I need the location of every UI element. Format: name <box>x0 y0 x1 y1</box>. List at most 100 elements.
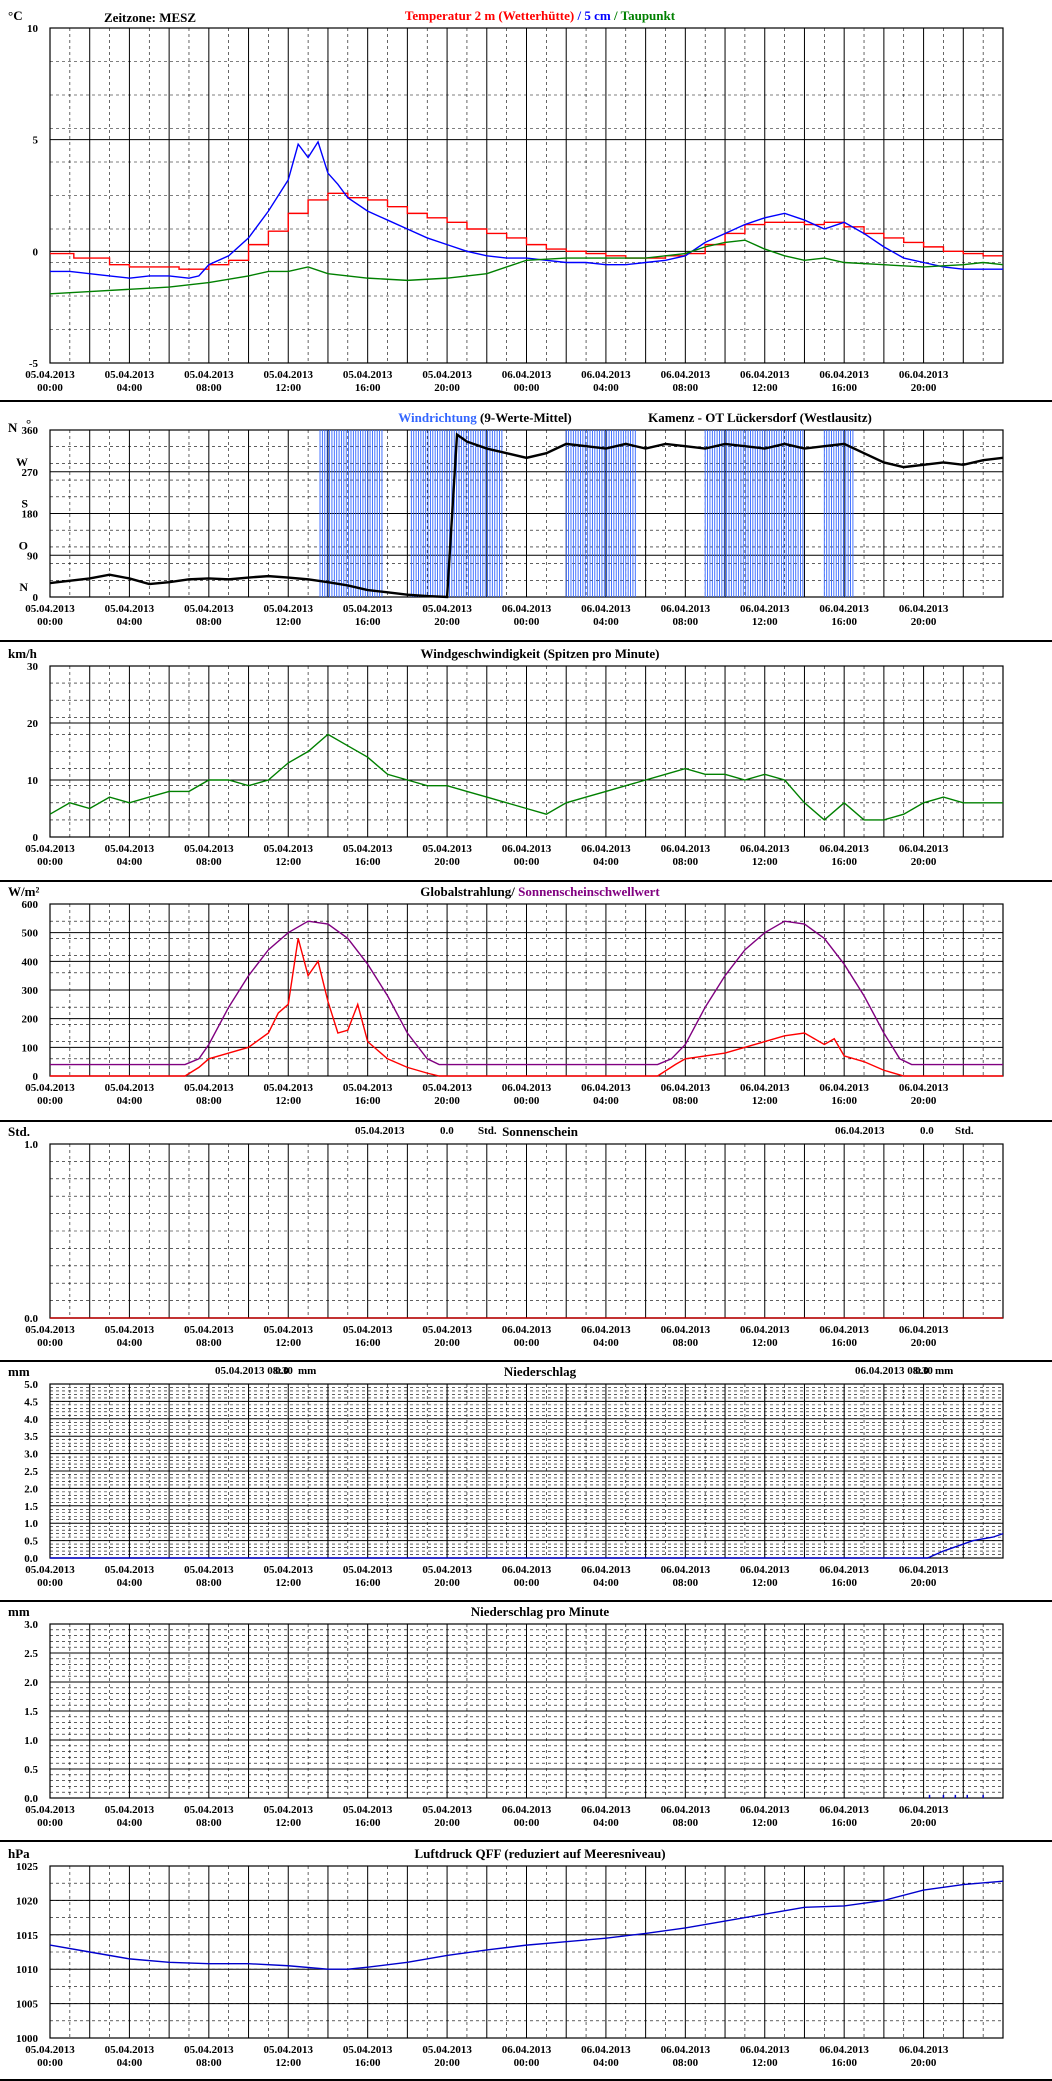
x-tick-date: 05.04.2013 <box>184 2044 234 2056</box>
x-tick-date: 05.04.2013 <box>105 1082 155 1094</box>
y-tick-label: 0.0 <box>24 1553 38 1565</box>
x-tick-date: 05.04.2013 <box>105 603 155 615</box>
x-tick-time: 00:00 <box>514 1095 540 1107</box>
x-tick-date: 06.04.2013 <box>502 603 552 615</box>
x-tick-date: 05.04.2013 <box>105 2044 155 2056</box>
summary-date: 05.04.2013 08:30 <box>215 1365 293 1377</box>
x-tick-date: 06.04.2013 <box>502 2044 552 2056</box>
x-tick-time: 04:00 <box>593 856 619 868</box>
x-tick-time: 00:00 <box>37 856 63 868</box>
x-tick-date: 05.04.2013 <box>25 603 75 615</box>
chart-temperature: 1050-505.04.201300:0005.04.201304:0005.0… <box>0 8 1052 402</box>
x-tick-time: 08:00 <box>196 1337 222 1349</box>
unit-label: °C <box>8 8 23 23</box>
x-tick-date: 06.04.2013 <box>502 369 552 381</box>
x-tick-date: 05.04.2013 <box>343 1804 393 1816</box>
x-tick-time: 08:00 <box>672 1577 698 1589</box>
plot-frame <box>49 1623 1004 1799</box>
x-tick-time: 00:00 <box>514 1577 540 1589</box>
x-tick-date: 06.04.2013 <box>819 369 869 381</box>
x-tick-date: 06.04.2013 <box>581 603 631 615</box>
unit-label: km/h <box>8 646 38 661</box>
x-tick-date: 06.04.2013 <box>581 369 631 381</box>
x-tick-time: 20:00 <box>911 382 937 394</box>
y-tick-label: 1.5 <box>24 1501 38 1513</box>
title-part: (9-Werte-Mittel) <box>477 410 572 425</box>
x-tick-time: 00:00 <box>514 1337 540 1349</box>
x-tick-time: 16:00 <box>831 1095 857 1107</box>
x-tick-date: 05.04.2013 <box>25 1082 75 1094</box>
y-tick-label: 360 <box>22 425 39 437</box>
x-tick-time: 00:00 <box>37 382 63 394</box>
unit-label: W/m² <box>8 884 39 899</box>
x-tick-time: 08:00 <box>672 1817 698 1829</box>
y-tick-label: 0.0 <box>24 1313 38 1325</box>
x-tick-date: 05.04.2013 <box>264 603 314 615</box>
x-tick-date: 05.04.2013 <box>184 1324 234 1336</box>
x-tick-date: 05.04.2013 <box>105 1564 155 1576</box>
x-tick-time: 04:00 <box>117 382 143 394</box>
x-tick-date: 06.04.2013 <box>819 1082 869 1094</box>
x-tick-date: 06.04.2013 <box>581 1082 631 1094</box>
x-tick-time: 08:00 <box>672 1337 698 1349</box>
x-tick-time: 16:00 <box>831 856 857 868</box>
x-tick-date: 05.04.2013 <box>422 1804 472 1816</box>
x-tick-time: 08:00 <box>196 1095 222 1107</box>
x-tick-date: 06.04.2013 <box>819 1804 869 1816</box>
station-label: Kamenz - OT Lückersdorf (Westlausitz) <box>648 410 872 425</box>
series-0 <box>49 733 1003 821</box>
x-tick-date: 05.04.2013 <box>422 2044 472 2056</box>
x-tick-time: 08:00 <box>196 1577 222 1589</box>
x-tick-date: 06.04.2013 <box>581 2044 631 2056</box>
x-tick-date: 05.04.2013 <box>422 603 472 615</box>
x-tick-time: 20:00 <box>911 1817 937 1829</box>
y-tick-label: 600 <box>22 899 39 911</box>
x-tick-date: 05.04.2013 <box>343 603 393 615</box>
x-tick-date: 05.04.2013 <box>343 1324 393 1336</box>
x-tick-time: 00:00 <box>37 1817 63 1829</box>
x-tick-date: 06.04.2013 <box>661 369 711 381</box>
x-tick-date: 06.04.2013 <box>819 1564 869 1576</box>
x-tick-time: 04:00 <box>593 1817 619 1829</box>
x-tick-time: 16:00 <box>355 1577 381 1589</box>
x-tick-date: 06.04.2013 <box>661 1564 711 1576</box>
x-tick-time: 20:00 <box>434 1577 460 1589</box>
x-tick-time: 16:00 <box>355 1337 381 1349</box>
x-tick-date: 06.04.2013 <box>740 1082 790 1094</box>
x-tick-time: 04:00 <box>593 2057 619 2069</box>
chart-wind-direction: 36027018090005.04.201300:0005.04.201304:… <box>0 410 1052 642</box>
chart-title: Temperatur 2 m (Wetterhütte) / 5 cm / Ta… <box>405 8 676 23</box>
x-tick-time: 20:00 <box>434 382 460 394</box>
y-tick-label: 0 <box>33 1071 39 1083</box>
series-0 <box>49 1880 1004 1970</box>
x-tick-time: 20:00 <box>911 1095 937 1107</box>
x-tick-time: 12:00 <box>752 2057 778 2069</box>
x-tick-date: 05.04.2013 <box>25 1324 75 1336</box>
x-tick-time: 12:00 <box>752 1817 778 1829</box>
x-tick-time: 16:00 <box>831 1817 857 1829</box>
x-tick-time: 16:00 <box>355 616 381 628</box>
compass-n-top: N <box>8 420 18 435</box>
x-tick-time: 04:00 <box>117 616 143 628</box>
y-tick-label: 0 <box>33 832 39 844</box>
x-tick-time: 08:00 <box>672 1095 698 1107</box>
x-tick-time: 16:00 <box>831 1577 857 1589</box>
x-tick-time: 04:00 <box>593 1577 619 1589</box>
x-tick-date: 05.04.2013 <box>184 603 234 615</box>
y-tick-label: 3.0 <box>24 1619 38 1631</box>
y-tick-label: 200 <box>22 1014 39 1026</box>
y-tick-label: 0 <box>33 246 39 258</box>
x-tick-date: 06.04.2013 <box>661 1082 711 1094</box>
y-tick-label: 180 <box>22 509 39 521</box>
x-tick-time: 04:00 <box>117 1337 143 1349</box>
x-tick-date: 06.04.2013 <box>581 1564 631 1576</box>
y-tick-label: 1.0 <box>24 1518 38 1530</box>
x-tick-time: 12:00 <box>752 1577 778 1589</box>
x-tick-time: 16:00 <box>355 856 381 868</box>
x-tick-time: 08:00 <box>672 2057 698 2069</box>
x-tick-date: 06.04.2013 <box>581 1804 631 1816</box>
series-1 <box>50 140 1003 279</box>
x-tick-time: 08:00 <box>196 2057 222 2069</box>
summary-date: 05.04.2013 <box>355 1125 405 1137</box>
series-0 <box>50 920 1003 1066</box>
